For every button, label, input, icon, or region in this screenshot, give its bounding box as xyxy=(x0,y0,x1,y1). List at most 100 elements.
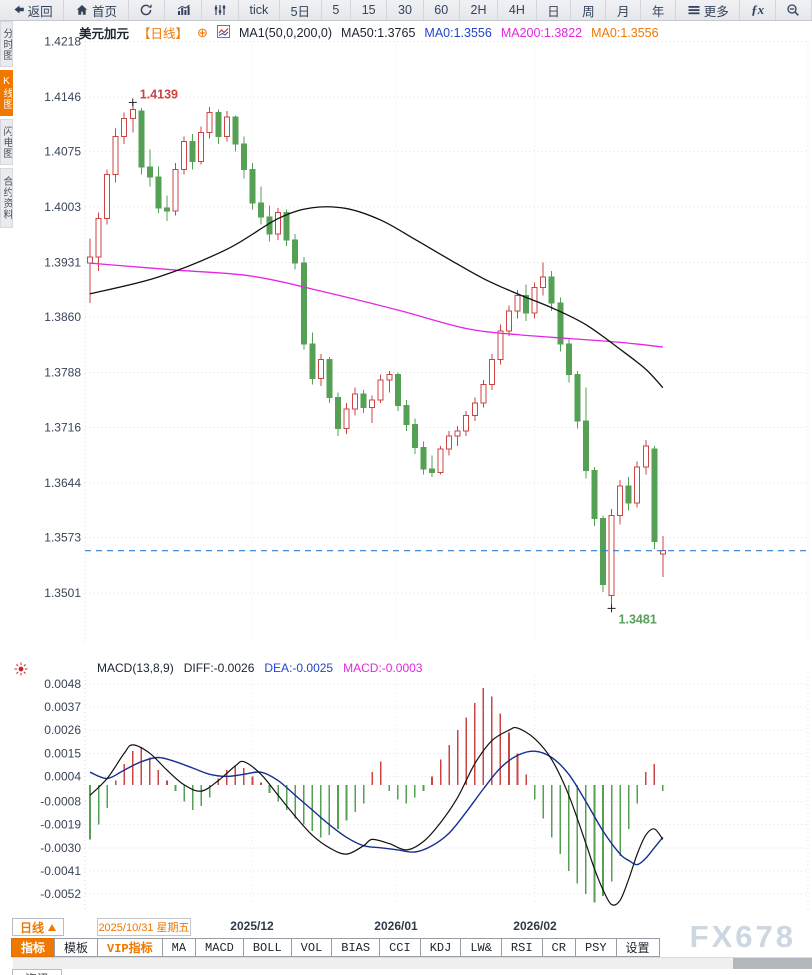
add-compare-icon[interactable]: ⊕ xyxy=(197,25,208,40)
toolbar-button-label: 60 xyxy=(434,3,449,17)
home-icon xyxy=(75,3,89,17)
horizontal-scrollbar[interactable] xyxy=(13,958,812,969)
toolbar-button-formula[interactable]: ƒx xyxy=(740,0,776,20)
indicator-tab-lw[interactable]: LW& xyxy=(460,938,502,957)
toolbar-button-period-5d[interactable]: 5日 xyxy=(280,0,322,20)
toolbar-button-label: 日 xyxy=(547,4,560,19)
svg-text:1.4139: 1.4139 xyxy=(140,87,178,101)
indicator-tab-kdj[interactable]: KDJ xyxy=(419,938,462,957)
indicator-tab-macd[interactable]: MACD xyxy=(195,938,244,957)
side-tab-time-chart[interactable]: 分时图 xyxy=(0,21,13,67)
toolbar-button-label: 年 xyxy=(651,4,665,19)
indicator-tab-psy[interactable]: PSY xyxy=(574,938,617,957)
macd-params: MACD(13,8,9) xyxy=(97,661,174,675)
toolbar-button-period-30m[interactable]: 30 xyxy=(387,0,424,20)
svg-text:1.3573: 1.3573 xyxy=(44,531,81,545)
ma0-orange-value: MA0:1.3556 xyxy=(591,25,659,40)
toolbar-button-period-day[interactable]: 日 xyxy=(537,0,572,20)
indicator-tab-ma[interactable]: MA xyxy=(161,938,197,957)
side-tab-kline-chart[interactable]: K线图 xyxy=(0,70,13,116)
selected-date-label: 2025/10/31 星期五 xyxy=(97,918,191,936)
back-icon xyxy=(11,3,25,17)
toolbar-button-period-week[interactable]: 周 xyxy=(571,0,607,20)
toolbar-button-label: 首页 xyxy=(92,4,118,19)
ma50-value: MA50:1.3765 xyxy=(341,25,416,40)
svg-text:1.3860: 1.3860 xyxy=(44,310,81,324)
toolbar-button-back[interactable]: 返回 xyxy=(0,0,65,20)
toolbar-button-period-year[interactable]: 年 xyxy=(641,0,677,20)
side-tab-lightning-chart[interactable]: 闪电图 xyxy=(0,119,13,165)
toolbar-button-chart-type[interactable] xyxy=(165,0,203,20)
symbol-name: 美元加元 xyxy=(79,27,130,41)
chart-area[interactable]: 1.4218 1.4146 1.4075 1.4003 1.3931 1.3860 1.37… xyxy=(13,20,812,936)
scrollbar-thumb[interactable] xyxy=(733,958,812,969)
svg-text:1.3716: 1.3716 xyxy=(44,421,81,435)
toolbar-button-period-60m[interactable]: 60 xyxy=(424,0,460,20)
toolbar-button-more[interactable]: 更多 xyxy=(676,0,741,20)
svg-text:-0.0030: -0.0030 xyxy=(40,841,81,855)
svg-text:-0.0052: -0.0052 xyxy=(40,887,81,901)
toolbar-button-label: 返回 xyxy=(27,4,53,19)
bottom-toolbar: 指标 模板 VIP指标 MA MACD BOLL VOL BIAS CCI KDJ LW& RSI CR… xyxy=(11,938,812,958)
svg-text:0.0026: 0.0026 xyxy=(44,723,81,737)
toolbar-button-period-4h[interactable]: 4H xyxy=(498,0,537,20)
svg-text:0.0037: 0.0037 xyxy=(44,700,81,714)
indicator-settings-icon xyxy=(213,3,227,17)
svg-text:1.3481: 1.3481 xyxy=(619,612,657,626)
svg-text:-0.0019: -0.0019 xyxy=(40,818,81,832)
toolbar-button-label: 月 xyxy=(616,4,630,19)
toolbar-button-home[interactable]: 首页 xyxy=(64,0,129,20)
toolbar-button-label: 周 xyxy=(582,4,595,19)
indicator-tab-vip-indicators[interactable]: VIP指标 xyxy=(97,938,163,957)
indicator-tab-cci[interactable]: CCI xyxy=(379,938,421,957)
toolbar-button-label: 2H xyxy=(470,3,487,17)
macd-header: MACD(13,8,9) DIFF:-0.0026 DEA:-0.0025 MA… xyxy=(97,661,422,675)
indicator-tab-templates[interactable]: 模板 xyxy=(54,938,99,957)
toolbar-button-period-5m[interactable]: 5 xyxy=(322,0,352,20)
indicator-tab-vol[interactable]: VOL xyxy=(290,938,333,957)
toolbar-button-label: ƒx xyxy=(751,2,765,17)
svg-text:-0.0008: -0.0008 xyxy=(40,795,81,809)
toolbar-button-zoom-out[interactable] xyxy=(776,0,812,20)
svg-text:1.4218: 1.4218 xyxy=(44,35,81,49)
toolbar-button-indicator-settings[interactable] xyxy=(202,0,239,20)
toolbar-button-label: 5日 xyxy=(290,4,311,19)
svg-text:0.0015: 0.0015 xyxy=(44,746,81,760)
indicator-tab-settings[interactable]: 设置 xyxy=(615,938,660,957)
chart-type-icon xyxy=(176,3,191,17)
indicator-tab-bias[interactable]: BIAS xyxy=(331,938,381,957)
x-axis-row: 日线 2025/10/31 星期五 2025/12 2026/01 2026/02 xyxy=(0,918,812,936)
indicator-tab-indicators[interactable]: 指标 xyxy=(11,938,56,957)
toolbar-button-period-month[interactable]: 月 xyxy=(606,0,642,20)
indicator-tab-rsi[interactable]: RSI xyxy=(500,938,543,957)
tab-news[interactable]: 资讯 xyxy=(12,969,62,975)
chart-canvas[interactable]: 1.4218 1.4146 1.4075 1.4003 1.3931 1.3860 1.37… xyxy=(13,20,812,936)
svg-text:-0.0041: -0.0041 xyxy=(40,864,81,878)
refresh-icon xyxy=(139,3,153,17)
indicator-tab-boll[interactable]: BOLL xyxy=(242,938,292,957)
mini-chart-icon[interactable] xyxy=(216,24,230,41)
ma0-blue-value: MA0:1.3556 xyxy=(424,25,492,40)
ma-config: MA1(50,0,200,0) xyxy=(238,25,333,40)
svg-text:1.4146: 1.4146 xyxy=(44,90,81,104)
toolbar-button-period-2h[interactable]: 2H xyxy=(460,0,499,20)
svg-text:1.4075: 1.4075 xyxy=(44,145,81,159)
toolbar-button-period-15m[interactable]: 15 xyxy=(351,0,388,20)
side-tab-contract-info[interactable]: 合约资料 xyxy=(0,168,13,228)
x-axis-month-label: 2026/02 xyxy=(513,919,557,933)
toolbar-button-period-tick[interactable]: tick xyxy=(239,0,280,20)
period-selector[interactable]: 日线 xyxy=(12,918,64,936)
period-selector-label: 日线 xyxy=(19,920,44,935)
macd-dea-value: DEA:-0.0025 xyxy=(264,661,334,675)
toolbar-button-label: 15 xyxy=(361,3,376,17)
toolbar-button-label: 更多 xyxy=(703,4,729,19)
toolbar-button-refresh[interactable] xyxy=(129,0,166,20)
toolbar-button-label: tick xyxy=(249,3,269,17)
toolbar-button-label: 30 xyxy=(398,3,412,17)
toolbar-button-label: 4H xyxy=(508,3,525,17)
ma200-value: MA200:1.3822 xyxy=(500,25,583,40)
side-tab-strip: 分时图 K线图闪电图合约资料 xyxy=(0,21,13,228)
indicator-sun-icon[interactable] xyxy=(12,660,30,678)
indicator-tab-cr[interactable]: CR xyxy=(541,938,576,957)
